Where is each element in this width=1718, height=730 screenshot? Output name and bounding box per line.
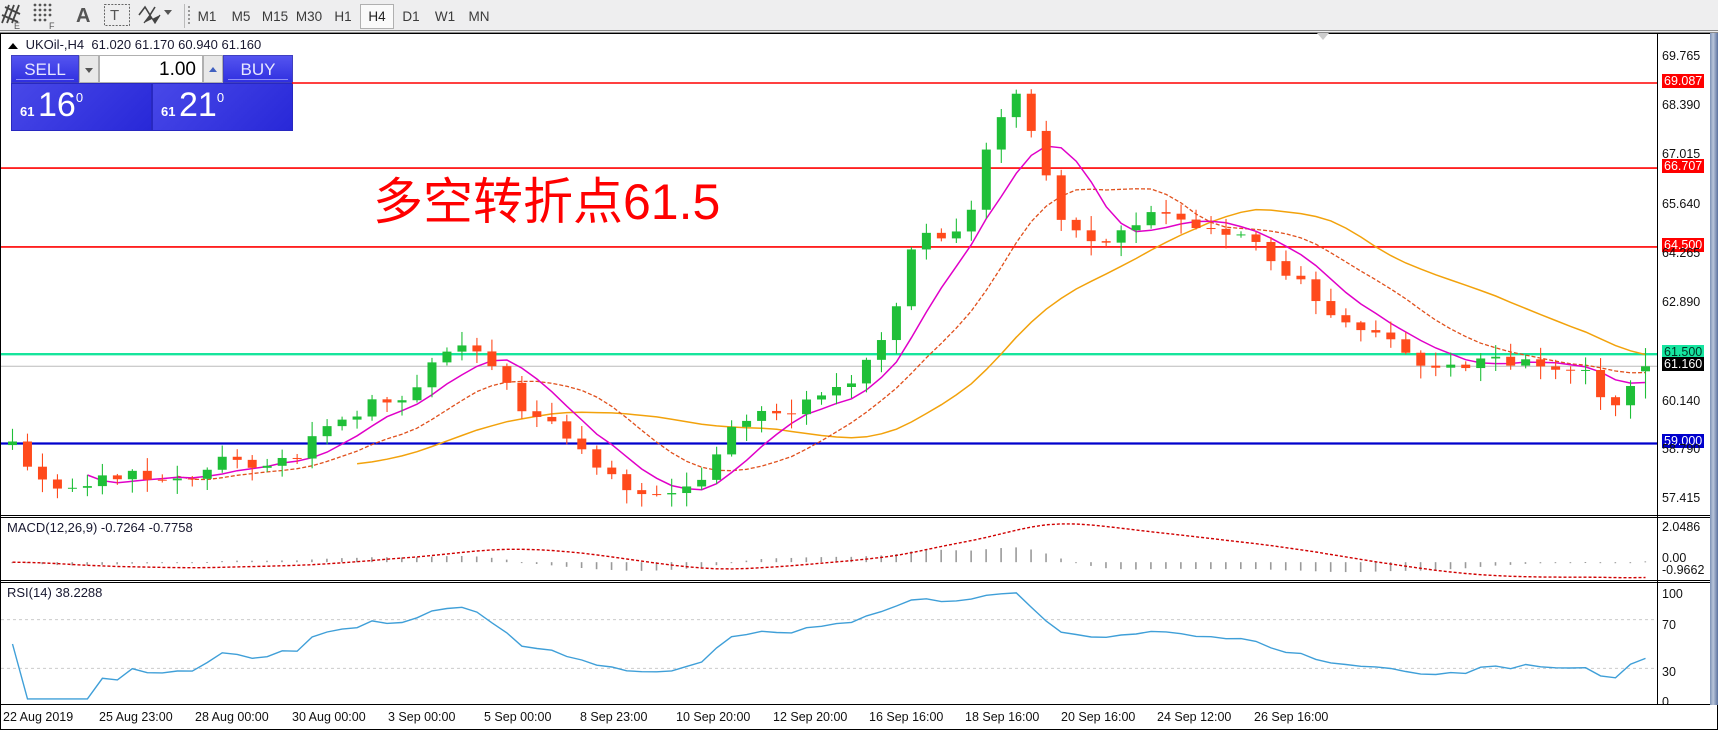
svg-text:T: T	[110, 7, 119, 24]
svg-text:F: F	[49, 21, 55, 30]
svg-text:E: E	[14, 21, 20, 30]
